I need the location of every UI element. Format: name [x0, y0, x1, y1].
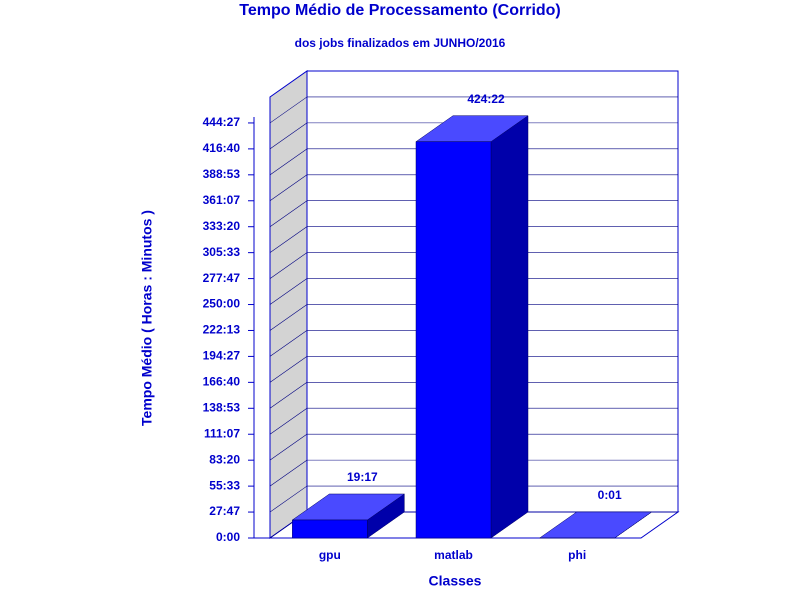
grid-line-side: [269, 459, 308, 487]
chart-title: Tempo Médio de Processamento (Corrido): [239, 2, 561, 19]
grid-line-side: [269, 304, 308, 331]
y-tick-label: 83:20: [209, 452, 240, 466]
grid-line-side: [269, 433, 308, 461]
grid-line-side: [269, 330, 308, 357]
y-tick-label: 111:07: [204, 426, 240, 440]
x-tick-label: phi: [568, 548, 586, 562]
grid-line-side: [269, 174, 308, 202]
bar-side: [490, 115, 529, 539]
grid-line-side: [269, 485, 308, 513]
grid-line-side: [269, 252, 308, 279]
value-label: 19:17: [347, 470, 378, 484]
y-tick-label: 333:20: [203, 219, 241, 233]
y-tick-label: 388:53: [203, 167, 241, 181]
chart-subtitle: dos jobs finalizados em JUNHO/2016: [295, 36, 506, 50]
y-tick-label: 416:40: [203, 141, 241, 155]
grid-line-side: [269, 407, 308, 435]
y-tick-label: 277:47: [203, 271, 241, 285]
y-tick-label: 361:07: [203, 193, 241, 207]
y-tick-label: 250:00: [203, 297, 241, 311]
grid-line-side: [269, 382, 308, 409]
y-tick-label: 55:33: [209, 478, 240, 492]
value-label: 424:22: [467, 92, 505, 106]
grid-line-side: [269, 122, 308, 150]
y-tick-label: 444:27: [203, 115, 241, 129]
grid-line-side: [269, 278, 308, 305]
x-axis-title: Classes: [429, 573, 482, 589]
y-tick-label: 27:47: [209, 504, 240, 518]
value-label: 0:01: [598, 488, 622, 502]
grid-line-side: [269, 226, 308, 253]
grid-line-side: [269, 148, 308, 176]
x-tick-label: matlab: [434, 548, 473, 562]
y-tick-label: 305:33: [203, 245, 241, 259]
grid-line-side: [269, 356, 308, 383]
y-tick-label: 194:27: [203, 349, 241, 363]
x-tick-label: gpu: [319, 548, 341, 562]
y-tick-label: 166:40: [203, 375, 241, 389]
side-wall: [269, 70, 308, 539]
y-tick-label: 138:53: [203, 400, 241, 414]
y-tick-label: 222:13: [203, 323, 241, 337]
bar: [415, 141, 492, 539]
grid-line-side: [269, 96, 308, 124]
y-tick-label: 0:00: [216, 530, 240, 544]
y-axis-title: Tempo Médio ( Horas : Minutos ): [139, 210, 155, 426]
grid-line-side: [269, 200, 308, 227]
bar: [292, 519, 368, 539]
